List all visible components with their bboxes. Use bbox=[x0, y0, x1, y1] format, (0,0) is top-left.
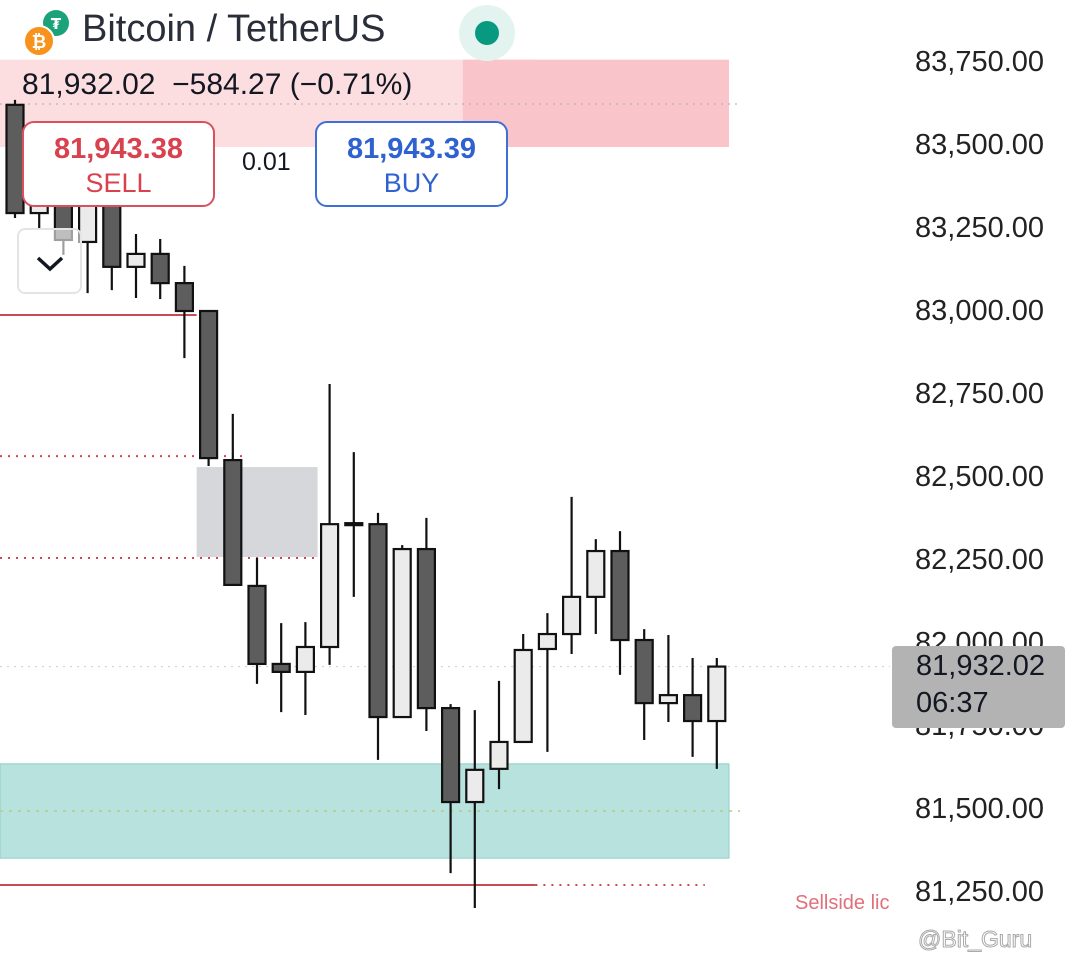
price-axis-label: 81,250.00 bbox=[915, 876, 1045, 908]
price-axis-label: 81,500.00 bbox=[915, 793, 1045, 825]
quote-line: 81,932.02 −584.27 (−0.71%) bbox=[22, 68, 412, 102]
expand-button[interactable] bbox=[17, 228, 82, 294]
price-change: −584.27 bbox=[172, 68, 282, 101]
chevron-down-icon bbox=[36, 256, 64, 272]
candle-bullish bbox=[707, 665, 727, 723]
candle-bearish bbox=[150, 252, 170, 285]
price-change-percent: (−0.71%) bbox=[289, 68, 413, 101]
market-status-icon[interactable] bbox=[458, 4, 516, 62]
candle-bullish bbox=[513, 648, 533, 744]
candle-bullish bbox=[344, 522, 364, 527]
bitcoin-icon bbox=[23, 25, 55, 57]
watermark: @Bit_Guru bbox=[917, 926, 1033, 953]
candle-bearish bbox=[5, 103, 25, 215]
candle-bullish bbox=[320, 523, 340, 649]
candle-bearish bbox=[368, 523, 388, 719]
candle-bullish bbox=[489, 740, 509, 770]
candle-bearish bbox=[223, 458, 243, 587]
order-quantity[interactable]: 0.01 bbox=[242, 148, 291, 176]
candle-bearish bbox=[102, 199, 122, 268]
zone-imbalance bbox=[196, 467, 318, 558]
candle-bullish bbox=[126, 252, 146, 268]
sell-button[interactable]: 81,943.38 SELL bbox=[22, 121, 215, 207]
candle-bearish bbox=[199, 309, 219, 460]
candle-bullish bbox=[465, 768, 485, 804]
price-axis-label: 83,750.00 bbox=[915, 46, 1045, 78]
bar-countdown: 06:37 bbox=[916, 687, 989, 719]
candle-bearish bbox=[682, 694, 703, 723]
candle-bullish bbox=[537, 632, 558, 651]
symbol-title: Bitcoin / TetherUS bbox=[82, 8, 386, 50]
candle-bearish bbox=[416, 547, 436, 710]
candle-bearish bbox=[610, 549, 630, 642]
buy-label: BUY bbox=[383, 168, 440, 198]
price-axis-label: 83,500.00 bbox=[915, 129, 1045, 161]
candle-bearish bbox=[174, 282, 194, 313]
price-axis-label: 82,250.00 bbox=[915, 544, 1045, 576]
last-price: 81,932.02 bbox=[22, 68, 156, 101]
svg-text:₿: ₿ bbox=[32, 32, 47, 53]
price-axis-label: 83,250.00 bbox=[915, 212, 1045, 244]
candle-bearish bbox=[634, 638, 654, 705]
buy-price: 81,943.39 bbox=[346, 133, 476, 165]
candle-bullish bbox=[586, 549, 606, 598]
svg-text:₮: ₮ bbox=[51, 15, 62, 33]
price-axis-label: 82,750.00 bbox=[915, 378, 1045, 410]
candle-bullish bbox=[392, 547, 412, 719]
candle-bullish bbox=[658, 694, 679, 705]
candle-bearish bbox=[247, 584, 267, 666]
buy-button[interactable]: 81,943.39 BUY bbox=[315, 121, 508, 207]
candle-bullish bbox=[295, 645, 315, 673]
candle-bearish bbox=[271, 662, 291, 673]
last-price-tag-value: 81,932.02 bbox=[916, 650, 1046, 682]
sellside-liquidity-label: Sellside lic bbox=[795, 892, 890, 914]
last-price-tag: 81,932.02 06:37 bbox=[892, 646, 1065, 728]
price-axis-label: 82,500.00 bbox=[915, 461, 1045, 493]
sell-price: 81,943.38 bbox=[53, 133, 183, 165]
sell-label: SELL bbox=[85, 168, 152, 198]
zone-demand bbox=[0, 763, 730, 859]
price-axis-label: 83,000.00 bbox=[915, 295, 1045, 327]
bitcoin-tether-icon: ₮ ₿ bbox=[23, 10, 69, 57]
candle-bullish bbox=[561, 595, 582, 636]
symbol-header[interactable]: ₮ ₿ Bitcoin / TetherUS bbox=[0, 0, 540, 58]
candle-bearish bbox=[441, 706, 461, 804]
